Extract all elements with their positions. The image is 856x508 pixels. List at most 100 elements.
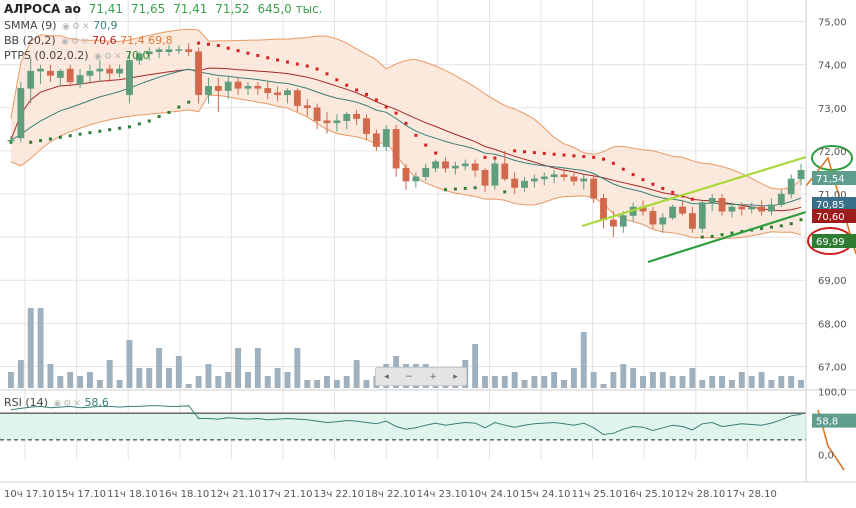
- parabolic-sar-point: [68, 134, 72, 138]
- header-low: 71,41: [173, 2, 208, 16]
- rsi-tick-label: 0,0: [818, 451, 834, 462]
- volume-bar: [294, 348, 301, 388]
- volume-bar: [699, 380, 706, 388]
- gear-icon[interactable]: ⚙: [71, 37, 80, 47]
- candle-body: [106, 68, 114, 74]
- candle-body: [37, 68, 44, 72]
- candle-body: [135, 53, 143, 61]
- parabolic-sar-point: [39, 139, 43, 143]
- candle-body: [758, 206, 765, 212]
- legend-bb-lower: 69,8: [148, 34, 173, 47]
- scroll-navigator[interactable]: ◂ − + ▸: [375, 367, 467, 386]
- candle-body: [372, 133, 380, 147]
- gear-icon[interactable]: ⚙: [103, 52, 112, 62]
- time-tick-label: 17ч 21.10: [262, 489, 312, 500]
- candle-body: [787, 178, 795, 195]
- candle-body: [274, 92, 282, 96]
- time-tick-label: 11ч 25.10: [572, 489, 622, 500]
- candle-body: [17, 88, 25, 139]
- candle-body: [402, 167, 410, 182]
- parabolic-sar-point: [127, 125, 131, 129]
- candle-body: [590, 178, 598, 199]
- candle-body: [540, 176, 548, 180]
- candle-body: [797, 170, 805, 180]
- candle-body: [738, 206, 746, 210]
- volume-bar: [482, 376, 488, 388]
- close-icon[interactable]: ✕: [81, 37, 89, 47]
- candle-body: [155, 49, 163, 52]
- close-icon[interactable]: ✕: [113, 52, 122, 62]
- parabolic-sar-point: [453, 187, 457, 191]
- parabolic-sar-point: [631, 173, 635, 177]
- legend-rsi[interactable]: RSI (14) ◉ ⚙ ✕ 58,6: [4, 396, 109, 409]
- price-tick-label: 73,00: [818, 104, 847, 115]
- candle-body: [432, 161, 440, 169]
- time-tick-label: 10ч 17.10: [4, 489, 54, 500]
- volume-bar: [610, 372, 617, 388]
- parabolic-sar-point: [424, 143, 428, 147]
- candle-body: [570, 176, 578, 182]
- gear-icon[interactable]: ⚙: [71, 22, 81, 32]
- eye-icon[interactable]: ◉: [94, 52, 102, 62]
- eye-icon[interactable]: ◉: [62, 22, 70, 32]
- candle-body: [56, 70, 64, 78]
- candle-body: [491, 163, 499, 186]
- candle-body: [748, 206, 756, 210]
- parabolic-sar-point: [197, 41, 201, 45]
- parabolic-sar-point: [384, 105, 388, 109]
- parabolic-sar-point: [98, 129, 102, 133]
- close-icon[interactable]: ✕: [82, 22, 90, 32]
- header-close: 71,52: [215, 2, 250, 16]
- price-tick-label: 72,00: [818, 147, 847, 158]
- parabolic-sar-point: [285, 60, 289, 64]
- parabolic-sar-point: [661, 186, 665, 190]
- candle-body: [481, 170, 489, 186]
- parabolic-sar-point: [345, 83, 349, 87]
- gear-icon[interactable]: ⚙: [63, 399, 72, 409]
- candle-body: [718, 198, 726, 212]
- candle-body: [392, 129, 400, 169]
- parabolic-sar-point: [444, 188, 448, 192]
- volume-bar: [768, 380, 775, 388]
- volume-bar: [738, 372, 745, 388]
- volume-bar: [531, 376, 538, 388]
- parabolic-sar-point: [789, 222, 793, 226]
- candle-body: [521, 180, 528, 188]
- parabolic-sar-point: [562, 153, 566, 157]
- parabolic-sar-point: [305, 64, 309, 68]
- legend-bb[interactable]: BB (20,2) ◉ ⚙ ✕ 70,6 71,4 69,8: [4, 34, 173, 47]
- volume-bar: [679, 376, 686, 388]
- close-icon[interactable]: ✕: [73, 399, 81, 409]
- candle-body: [7, 139, 15, 142]
- parabolic-sar-point: [503, 190, 507, 194]
- eye-icon[interactable]: ◉: [61, 37, 70, 47]
- zoom-out-icon[interactable]: −: [405, 371, 413, 382]
- parabolic-sar-point: [394, 111, 398, 115]
- candle-body: [698, 202, 706, 229]
- volume-bar: [333, 380, 340, 388]
- time-tick-label: 16ч 18.10: [159, 489, 209, 500]
- parabolic-sar-point: [641, 178, 645, 182]
- time-tick-label: 11ч 18.10: [107, 489, 157, 500]
- volume-bar: [166, 368, 172, 388]
- legend-smma[interactable]: SMMA (9) ◉ ⚙ ✕ 70,9: [4, 19, 118, 32]
- candle-body: [689, 213, 696, 229]
- volume-bar: [67, 372, 74, 388]
- nav-right-icon[interactable]: ▸: [453, 371, 458, 382]
- parabolic-sar-point: [374, 98, 378, 102]
- eye-icon[interactable]: ◉: [53, 399, 62, 409]
- legend-smma-label: SMMA (9): [4, 19, 57, 32]
- legend-ptps[interactable]: PTPS (0.02,0.2) ◉ ⚙ ✕ 70,0: [4, 49, 150, 62]
- parabolic-sar-point: [779, 224, 783, 228]
- volume-bar: [77, 376, 84, 388]
- candle-body: [234, 81, 242, 89]
- rsi-line: [10, 405, 802, 436]
- nav-left-icon[interactable]: ◂: [384, 371, 389, 382]
- zoom-in-icon[interactable]: +: [429, 371, 437, 382]
- volume-bar: [659, 372, 666, 388]
- candle-body: [165, 49, 173, 52]
- price-badge-label: 69,99: [816, 237, 845, 248]
- volume-bar: [126, 340, 133, 388]
- volume-bar: [254, 348, 261, 388]
